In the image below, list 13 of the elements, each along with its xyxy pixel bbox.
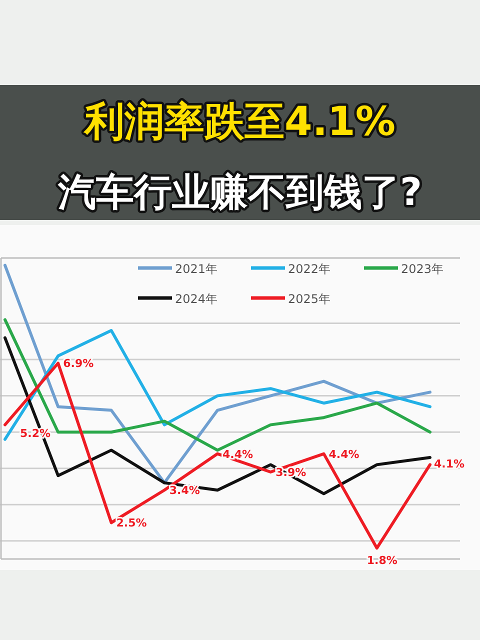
legend-label: 2021年: [175, 262, 218, 276]
legend-label: 2025年: [288, 292, 331, 306]
data-label: 4.4%: [328, 448, 360, 461]
legend-label: 2022年: [288, 262, 331, 276]
legend-label: 2024年: [175, 292, 218, 306]
chart-subtitle: 汽车行业赚不到钱了?: [56, 170, 422, 214]
data-label: 2.5%: [116, 516, 147, 530]
data-label: 6.9%: [63, 357, 94, 370]
data-label: 4.1%: [434, 458, 465, 471]
data-label: 1.8%: [366, 554, 398, 568]
data-label: 3.4%: [169, 484, 200, 498]
chart-title: 利润率跌至4.1%: [82, 99, 396, 145]
legend-label: 2023年: [401, 262, 444, 276]
